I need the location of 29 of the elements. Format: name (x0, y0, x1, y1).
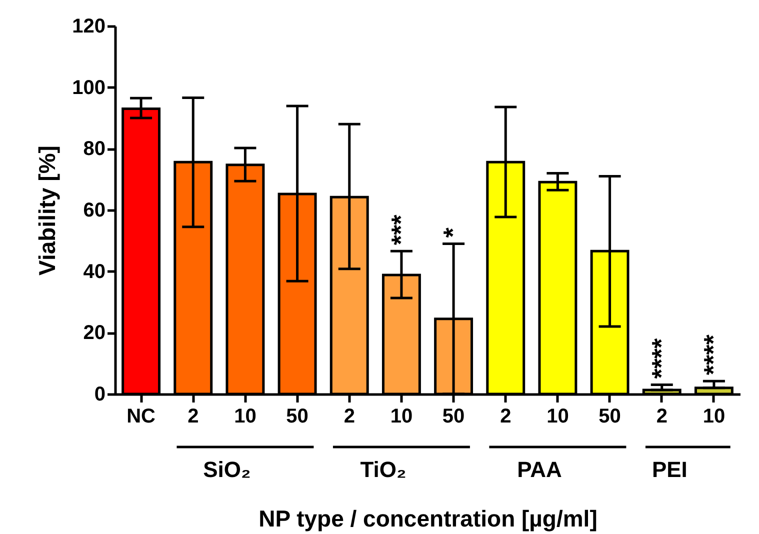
y-tick-label: 0 (94, 384, 106, 406)
y-tick-label: 120 (72, 16, 106, 38)
text: SiO₂ (203, 457, 251, 482)
text: PEI (652, 457, 688, 482)
data-label: **** (698, 334, 728, 376)
y-tick-label: 20 (83, 322, 106, 344)
x-axis-title: NP type / concentration [µg/ml] (258, 506, 598, 532)
y-axis-title: Viability [%] (34, 146, 60, 276)
x-tick-label: 2 (344, 406, 355, 428)
y-tick-label: 100 (72, 76, 106, 99)
x-tick-label: 2 (500, 406, 512, 428)
y-tick-label: 40 (83, 260, 106, 283)
y-tick-label: 60 (83, 200, 106, 222)
text: TiO₂ (360, 457, 406, 482)
x-tick-label: 50 (598, 406, 621, 428)
x-tick-label: 50 (442, 406, 465, 428)
x-tick-label: 10 (546, 406, 569, 428)
text: PAA (517, 457, 562, 482)
data-label: **** (646, 337, 676, 379)
x-tick-label: 10 (390, 406, 413, 428)
x-tick-label: 10 (702, 406, 726, 428)
x-tick-label: 50 (286, 406, 308, 428)
x-tick-label: NC (126, 406, 156, 428)
x-tick-label: 10 (234, 406, 256, 428)
data-label: *** (385, 214, 416, 246)
data-label: * (438, 226, 468, 238)
x-tick-label: 2 (656, 406, 668, 428)
y-tick-label: 80 (83, 138, 106, 160)
x-tick-label: 2 (188, 406, 199, 428)
